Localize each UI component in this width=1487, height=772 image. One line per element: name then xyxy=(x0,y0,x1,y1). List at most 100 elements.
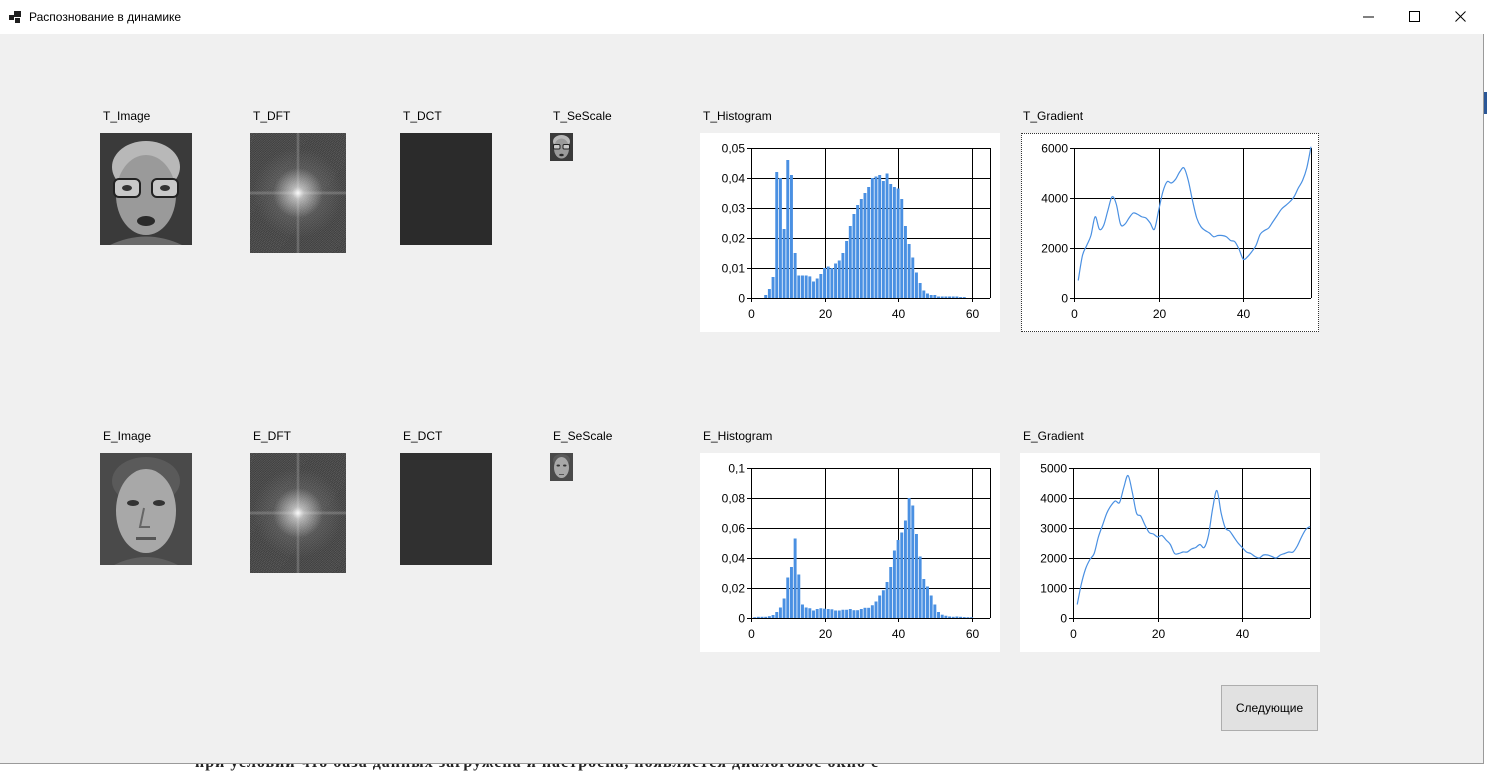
minimize-icon xyxy=(1363,16,1374,18)
e_histogram-bar xyxy=(801,604,804,618)
e_gradient-ytick-label: 4000 xyxy=(1040,492,1067,506)
t_histogram-bar xyxy=(911,257,915,298)
t_histogram-bar xyxy=(914,272,918,298)
e-image-label: E_Image xyxy=(103,429,152,443)
e-histogram-chart: 0 0,02 0,04 0,06 0,08 0,1 0 20 40 60 xyxy=(700,453,1000,652)
e_histogram-bar xyxy=(896,540,900,618)
e_histogram-bar xyxy=(859,609,863,618)
t_histogram-bar xyxy=(874,176,878,298)
maximize-icon xyxy=(1409,11,1420,22)
e_histogram-xtick-label: 0 xyxy=(748,627,755,641)
t_histogram-bar xyxy=(845,241,849,298)
t_histogram-bar xyxy=(889,184,893,298)
e_histogram-bar xyxy=(962,617,966,618)
e_histogram-bar xyxy=(940,614,944,618)
e_histogram-bar xyxy=(863,607,867,618)
e_histogram-xtick-label: 20 xyxy=(819,627,833,641)
minimize-button[interactable] xyxy=(1346,0,1392,34)
e_histogram-bar xyxy=(837,610,841,618)
e-dft-label: E_DFT xyxy=(253,429,292,443)
t_histogram-ytick-label: 0,05 xyxy=(722,142,746,156)
t-image-label: T_Image xyxy=(103,109,151,123)
t_histogram-bar xyxy=(789,175,793,298)
e_histogram-ytick-label: 0,1 xyxy=(728,462,745,476)
e_gradient-xtick-label: 40 xyxy=(1236,627,1250,641)
t_histogram-xtick-label: 40 xyxy=(892,307,906,321)
e_histogram-bar xyxy=(892,550,896,618)
e_gradient-xtick-label: 20 xyxy=(1152,627,1166,641)
e_histogram-bar xyxy=(789,567,793,618)
close-icon xyxy=(1455,11,1466,22)
title-bar: Распознование в динамике xyxy=(0,0,1484,34)
e_histogram-bar xyxy=(926,586,929,618)
t_histogram-bar xyxy=(870,178,874,298)
e_histogram-xtick-label: 40 xyxy=(892,627,906,641)
t_histogram-bar xyxy=(892,187,896,298)
t_histogram-bar xyxy=(852,214,856,298)
t_histogram-bar xyxy=(903,226,907,298)
e_gradient-xtick-label: 0 xyxy=(1070,627,1077,641)
e_histogram-bar xyxy=(881,590,885,618)
t_histogram-ytick-label: 0,04 xyxy=(722,172,746,186)
t_histogram-xtick-label: 0 xyxy=(748,307,755,321)
e_histogram-bar xyxy=(797,574,801,618)
e_histogram-xtick-label: 60 xyxy=(966,627,980,641)
next-button[interactable]: Следующие xyxy=(1221,685,1318,731)
e_histogram-bar xyxy=(812,610,815,618)
t_histogram-bar xyxy=(808,276,812,298)
e_histogram-bar xyxy=(845,609,849,618)
t_histogram-bar xyxy=(819,274,823,298)
t_histogram-bar xyxy=(948,296,952,298)
t_histogram-ytick-label: 0,02 xyxy=(722,232,746,246)
t-gradient-label: T_Gradient xyxy=(1023,109,1084,123)
t_histogram-bar xyxy=(782,229,786,298)
t-sescale-image xyxy=(550,133,573,161)
t_histogram-bar xyxy=(867,187,871,298)
t_histogram-bar xyxy=(793,253,797,298)
e_histogram-bar xyxy=(889,567,893,618)
e_histogram-bar xyxy=(918,556,922,618)
e-gradient-label: E_Gradient xyxy=(1023,429,1084,443)
e_histogram-bar xyxy=(771,615,775,618)
e_histogram-bar xyxy=(786,577,790,618)
e_histogram-bar xyxy=(900,532,904,618)
close-button[interactable] xyxy=(1438,0,1484,34)
e-face-image xyxy=(100,453,192,565)
t_histogram-bar xyxy=(955,296,959,298)
e_histogram-bar xyxy=(933,604,937,618)
t-gradient-chart[interactable]: 0 2000 4000 6000 0 20 40 xyxy=(1021,133,1319,332)
t_histogram-bar xyxy=(863,193,867,298)
e_histogram-bar xyxy=(756,616,760,618)
t-dct-image xyxy=(400,133,492,245)
e_histogram-bar xyxy=(848,609,852,618)
e_histogram-bar xyxy=(804,607,808,618)
t-histogram-chart: 0 0,01 0,02 0,03 0,04 0,05 0 20 40 60 xyxy=(700,133,1000,332)
t_histogram-bar xyxy=(859,199,863,298)
t_histogram-bar xyxy=(907,244,911,298)
e_histogram-bar xyxy=(760,616,764,618)
t_gradient-series-line xyxy=(1077,146,1312,281)
t_histogram-bar xyxy=(940,296,944,298)
t_gradient-xtick-label: 40 xyxy=(1237,307,1251,321)
t_histogram-xtick-label: 20 xyxy=(819,307,833,321)
t_histogram-bar xyxy=(962,297,966,298)
t_histogram-bar xyxy=(959,297,963,298)
t_histogram-bar xyxy=(922,290,926,298)
t_histogram-bar xyxy=(830,268,834,298)
e_histogram-bar xyxy=(782,598,786,618)
t-face-image xyxy=(100,133,192,245)
t_histogram-bar xyxy=(837,260,841,298)
maximize-button[interactable] xyxy=(1392,0,1438,34)
t_histogram-bar xyxy=(815,278,819,298)
e_histogram-bar xyxy=(970,617,974,618)
t_histogram-bar xyxy=(848,226,852,298)
e_histogram-bar xyxy=(929,595,933,618)
e_histogram-bar xyxy=(753,617,757,618)
e_histogram-bar xyxy=(955,616,959,618)
e_gradient-ytick-label: 0 xyxy=(1060,612,1067,626)
e-gradient-chart: 0 1000 2000 3000 4000 5000 0 20 40 xyxy=(1020,453,1320,652)
e_histogram-bar xyxy=(944,615,948,618)
t_histogram-bar xyxy=(801,275,804,298)
e_histogram-bar xyxy=(903,520,907,618)
e_histogram-bar xyxy=(878,595,882,618)
